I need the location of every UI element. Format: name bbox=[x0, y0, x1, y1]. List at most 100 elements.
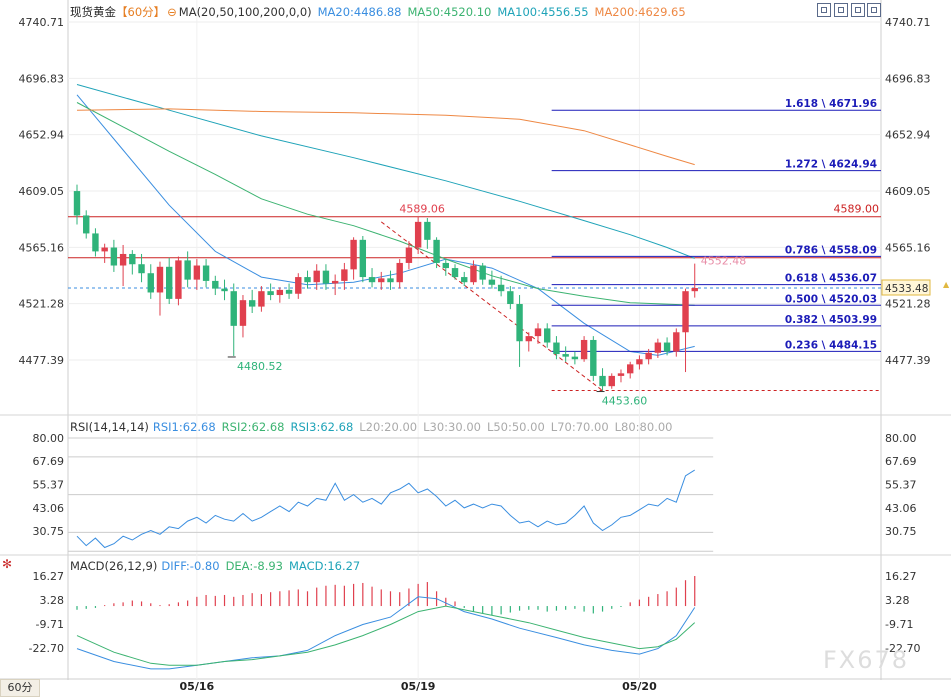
candle[interactable] bbox=[101, 247, 108, 252]
candle[interactable] bbox=[636, 359, 643, 365]
candle[interactable] bbox=[617, 373, 625, 376]
candle[interactable] bbox=[562, 354, 569, 357]
candle[interactable] bbox=[488, 279, 496, 285]
candle[interactable] bbox=[654, 342, 662, 353]
price-tick-label-right: 4740.71 bbox=[885, 16, 931, 29]
candle[interactable] bbox=[341, 269, 348, 281]
trend-line[interactable] bbox=[380, 221, 603, 391]
candle[interactable] bbox=[202, 265, 210, 281]
candle[interactable] bbox=[147, 273, 154, 293]
candle[interactable] bbox=[212, 280, 219, 289]
candle[interactable] bbox=[193, 265, 201, 280]
candle[interactable] bbox=[424, 221, 431, 240]
price-tick-label-left: 4609.05 bbox=[19, 185, 65, 198]
candle[interactable] bbox=[682, 291, 689, 333]
rsi-label[interactable]: RSI(14,14,14) bbox=[70, 420, 149, 434]
candle[interactable] bbox=[73, 191, 81, 216]
macd-tick-label-left: 16.27 bbox=[33, 570, 65, 583]
current-price-tag bbox=[881, 279, 931, 296]
period-tag[interactable]: 【60分】 bbox=[116, 5, 166, 19]
candle[interactable] bbox=[470, 265, 477, 283]
candle[interactable] bbox=[248, 300, 256, 307]
candle[interactable] bbox=[331, 280, 339, 284]
rsi-tick-label-left: 43.06 bbox=[33, 502, 65, 515]
macd-dea-line bbox=[76, 605, 696, 666]
candle[interactable] bbox=[387, 278, 394, 283]
candle[interactable] bbox=[608, 375, 615, 387]
candle[interactable] bbox=[239, 300, 247, 326]
candle[interactable] bbox=[166, 266, 173, 299]
candle[interactable] bbox=[304, 277, 311, 283]
candle[interactable] bbox=[350, 239, 357, 270]
candle[interactable] bbox=[497, 284, 505, 292]
candle[interactable] bbox=[119, 253, 127, 266]
candle[interactable] bbox=[590, 339, 597, 376]
candle[interactable] bbox=[295, 277, 302, 294]
candle[interactable] bbox=[313, 270, 320, 283]
candle[interactable] bbox=[507, 291, 514, 305]
candle[interactable] bbox=[433, 239, 440, 263]
ma50-value: MA50:4520.10 bbox=[407, 5, 492, 19]
candle[interactable] bbox=[627, 364, 634, 374]
crosshair-icon[interactable]: ✻ bbox=[2, 557, 13, 571]
candle[interactable] bbox=[516, 304, 523, 342]
candle[interactable] bbox=[221, 288, 228, 292]
candle[interactable] bbox=[461, 277, 468, 283]
fib-level-label: 0.618 \ 4536.07 bbox=[785, 273, 877, 285]
candle[interactable] bbox=[534, 328, 542, 337]
candle[interactable] bbox=[571, 356, 579, 360]
ma20-value: MA20:4486.88 bbox=[317, 5, 402, 19]
macd-tick-label-right: 3.28 bbox=[885, 594, 910, 607]
candle[interactable] bbox=[110, 247, 118, 266]
candle[interactable] bbox=[599, 375, 606, 387]
window-icon-3[interactable] bbox=[851, 3, 865, 17]
macd-header: MACD(26,12,9) DIFF:-0.80 DEA:-8.93 MACD:16.… bbox=[70, 559, 366, 573]
candle[interactable] bbox=[544, 328, 551, 343]
window-icon[interactable] bbox=[817, 3, 831, 17]
candle[interactable] bbox=[553, 342, 560, 355]
price-tick-label-right: 4696.83 bbox=[885, 72, 931, 85]
candle[interactable] bbox=[479, 265, 486, 280]
window-icon-4[interactable] bbox=[867, 3, 881, 17]
time-tick-label: 05/19 bbox=[401, 680, 436, 693]
rsi-tick-label-left: 55.37 bbox=[33, 479, 65, 492]
candle[interactable] bbox=[156, 266, 164, 293]
candle[interactable] bbox=[691, 288, 698, 292]
candle[interactable] bbox=[322, 270, 330, 284]
candle[interactable] bbox=[405, 247, 413, 263]
candle[interactable] bbox=[129, 253, 136, 265]
candle[interactable] bbox=[83, 215, 90, 234]
ma-label[interactable]: MA(20,50,100,200,0,0) bbox=[178, 5, 312, 19]
macd-tick-label-left: 3.28 bbox=[40, 594, 65, 607]
candle[interactable] bbox=[673, 332, 680, 352]
candle[interactable] bbox=[451, 268, 459, 278]
candle[interactable] bbox=[525, 336, 532, 342]
candle[interactable] bbox=[175, 260, 182, 299]
ma-line-ma100 bbox=[76, 84, 695, 259]
symbol-name[interactable]: 现货黄金 bbox=[70, 5, 116, 19]
window-icon-2[interactable] bbox=[834, 3, 848, 17]
candle[interactable] bbox=[285, 289, 293, 294]
period-selector[interactable]: 60分 bbox=[0, 679, 40, 697]
price-tick-label-left: 4565.16 bbox=[19, 241, 65, 254]
candle[interactable] bbox=[138, 264, 145, 274]
macd-label[interactable]: MACD(26,12,9) bbox=[70, 559, 158, 573]
candle[interactable] bbox=[276, 289, 284, 296]
candle[interactable] bbox=[442, 262, 449, 269]
candle[interactable] bbox=[258, 291, 265, 307]
macd-tick-label-left: -9.71 bbox=[36, 618, 64, 631]
candle[interactable] bbox=[184, 260, 191, 280]
candle[interactable] bbox=[368, 277, 376, 283]
candle[interactable] bbox=[663, 342, 671, 352]
candle[interactable] bbox=[414, 221, 422, 248]
candle[interactable] bbox=[92, 233, 99, 252]
candle[interactable] bbox=[396, 262, 403, 283]
candle[interactable] bbox=[267, 291, 274, 296]
candle[interactable] bbox=[378, 278, 385, 283]
candle[interactable] bbox=[230, 291, 237, 326]
candle[interactable] bbox=[645, 352, 652, 360]
candle[interactable] bbox=[580, 339, 588, 360]
candle[interactable] bbox=[359, 239, 367, 278]
settings-icon[interactable]: ⊖ bbox=[167, 5, 177, 19]
